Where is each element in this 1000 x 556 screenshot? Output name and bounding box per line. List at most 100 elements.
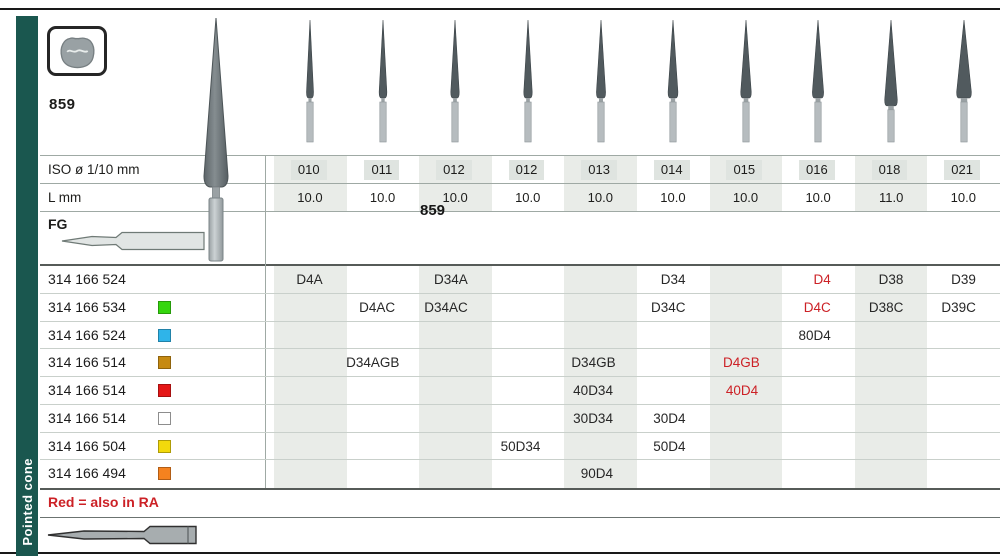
product-code-cell — [492, 266, 565, 293]
bur-illustration — [637, 16, 710, 150]
length-value: 10.0 — [805, 190, 831, 205]
product-code-cell — [347, 433, 420, 460]
product-code-cell — [782, 433, 855, 460]
product-code-cell: D39 — [951, 272, 976, 287]
bur-illustration — [855, 16, 928, 150]
product-code-cell — [492, 377, 565, 404]
iso-size-value: 016 — [799, 160, 835, 180]
page-bottom-border — [0, 552, 1000, 554]
iso-row-label: ISO ø 1/10 mm — [48, 162, 140, 177]
order-code: 314 166 514 — [48, 409, 126, 426]
iso-size-value: 014 — [653, 160, 690, 180]
sidebar-category-label: Pointed cone — [19, 458, 35, 546]
product-code-cell — [564, 433, 637, 460]
product-code-cell — [927, 433, 1000, 460]
row-label: 314 166 514 — [40, 349, 274, 376]
iso-size-value: 018 — [871, 160, 908, 180]
product-code-cell: D34GB — [571, 355, 616, 371]
product-code-cell: 30D4 — [653, 410, 686, 426]
product-code-cell — [492, 405, 565, 432]
product-code-cell: D39C — [941, 299, 976, 315]
product-code-cell — [419, 377, 492, 404]
row-label: 314 166 524 — [40, 266, 274, 293]
divider — [40, 155, 1000, 156]
product-code-cell: D34 — [660, 272, 686, 287]
product-code-cell: D34AC — [424, 299, 468, 315]
product-code-cell — [782, 377, 855, 404]
product-code-cell — [347, 460, 420, 488]
figure-number-overprint: 859 — [420, 202, 446, 219]
product-table: 314 166 524 D4A D34A D34 D4 D38 D39 314 166 534… — [40, 266, 1000, 488]
row-label: 314 166 514 — [40, 377, 274, 404]
product-code-cell — [710, 460, 783, 488]
column-stripe — [709, 266, 783, 488]
row-label: 314 166 524 — [40, 322, 274, 349]
product-code-cell — [710, 322, 783, 349]
product-code-cell — [710, 433, 783, 460]
product-code-cell — [347, 405, 420, 432]
color-swatch — [158, 356, 171, 370]
divider — [40, 517, 1000, 518]
iso-size-cell: 016 — [782, 156, 855, 183]
product-code-cell — [855, 460, 928, 488]
bur-illustration — [419, 16, 492, 150]
iso-size-cell: 014 — [637, 156, 710, 183]
product-code-cell: 50D34 — [500, 438, 541, 454]
divider — [40, 488, 1000, 490]
product-code-cell — [274, 322, 347, 349]
fg-shank-icon — [61, 231, 205, 251]
product-code-cell: D4 — [813, 272, 831, 287]
product-code-cell — [927, 405, 1000, 432]
bur-illustration — [782, 16, 855, 150]
product-code-cell — [637, 377, 710, 404]
molar-icon — [60, 37, 95, 69]
length-value: 10.0 — [950, 190, 976, 205]
bur-illustration — [564, 16, 637, 150]
product-row: 314 166 534 D4AC D34AC D34C D4C D38C D39C — [40, 294, 1000, 322]
row-label: 314 166 514 — [40, 405, 274, 432]
product-code-cell: D4GB — [722, 355, 760, 371]
product-code-cell — [274, 405, 347, 432]
product-code-cell: D4A — [296, 272, 323, 287]
iso-size-cell: 021 — [927, 156, 1000, 183]
product-code-cell — [419, 322, 492, 349]
product-code-cell: D38C — [868, 299, 904, 315]
product-row: 314 166 524 D4A D34A D34 D4 D38 D39 — [40, 266, 1000, 294]
iso-size-cell: 018 — [855, 156, 928, 183]
order-code: 314 166 514 — [48, 382, 126, 398]
product-code-cell — [782, 460, 855, 488]
product-code-cell — [637, 460, 710, 488]
bur-illustrations-row — [274, 16, 1000, 150]
shank-type-label: FG — [48, 216, 68, 232]
product-code-cell: 90D4 — [580, 466, 613, 482]
product-code-cell — [710, 405, 783, 432]
label-column-divider — [265, 156, 266, 488]
product-code-cell — [419, 460, 492, 488]
product-code-cell: D34AGB — [346, 355, 400, 371]
order-code: 314 166 494 — [48, 465, 126, 482]
iso-size-value: 012 — [436, 160, 472, 180]
product-code-cell — [856, 349, 928, 376]
divider — [40, 183, 1000, 184]
body-column-stripes — [274, 266, 1000, 488]
product-code-cell — [928, 349, 1000, 376]
iso-size-value: 011 — [364, 160, 400, 180]
order-code: 314 166 514 — [48, 354, 126, 371]
product-code-cell — [640, 349, 712, 376]
product-code-cell: D4AC — [359, 299, 396, 315]
product-row: 314 166 524 80D4 — [40, 322, 1000, 350]
iso-size-value: 021 — [944, 160, 980, 180]
figure-number: 859 — [49, 96, 76, 113]
product-code-cell: 50D4 — [653, 438, 686, 454]
color-swatch — [158, 384, 171, 397]
product-code-cell — [419, 433, 492, 460]
column-stripe — [419, 266, 492, 488]
iso-size-value: 013 — [581, 160, 617, 180]
product-code-cell — [927, 322, 1000, 349]
column-stripe — [564, 266, 637, 488]
product-code-cell — [637, 322, 710, 349]
length-value: 10.0 — [297, 190, 323, 205]
product-code-cell — [927, 460, 1000, 488]
length-value: 10.0 — [369, 190, 396, 205]
product-code-cell — [855, 433, 928, 460]
